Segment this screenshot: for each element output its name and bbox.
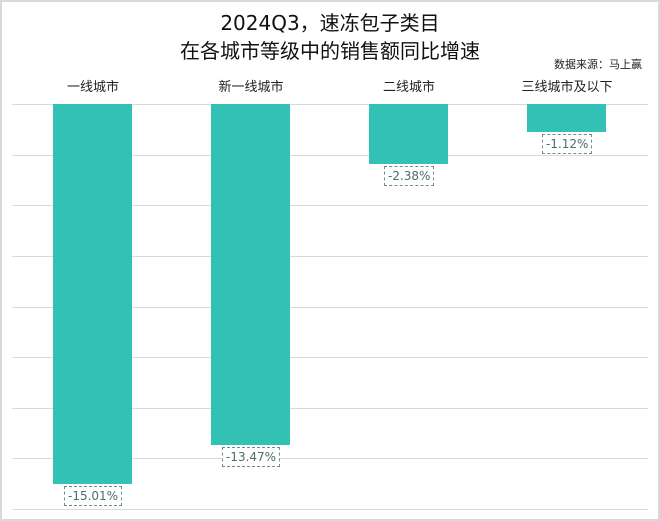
data-source-note: 数据来源：马上赢 xyxy=(554,58,642,71)
gridline xyxy=(12,104,648,105)
gridline xyxy=(12,509,648,510)
chart-title-line1: 2024Q3，速冻包子类目 xyxy=(220,11,440,35)
gridline xyxy=(12,307,648,308)
gridline xyxy=(12,408,648,409)
bar-tier2 xyxy=(369,104,448,164)
category-label-tier1: 一线城市 xyxy=(66,80,119,95)
gridline xyxy=(12,155,648,156)
category-label-tier3-below: 三线城市及以下 xyxy=(521,80,613,95)
category-label-tier2: 二线城市 xyxy=(382,80,435,95)
gridline xyxy=(12,256,648,257)
chart-title-line2: 在各城市等级中的销售额同比增速 xyxy=(180,39,480,63)
data-label-tier1: -15.01% xyxy=(64,486,123,506)
category-label-new-tier1: 新一线城市 xyxy=(218,80,284,95)
data-label-new-tier1: -13.47% xyxy=(222,447,281,467)
data-label-tier2: -2.38% xyxy=(384,166,435,186)
gridline xyxy=(12,357,648,358)
data-label-tier3-below: -1.12% xyxy=(542,134,593,154)
gridline xyxy=(12,458,648,459)
bar-tier1 xyxy=(53,104,132,484)
bar-tier3-below xyxy=(527,104,606,132)
bar-new-tier1 xyxy=(211,104,290,445)
gridline xyxy=(12,205,648,206)
